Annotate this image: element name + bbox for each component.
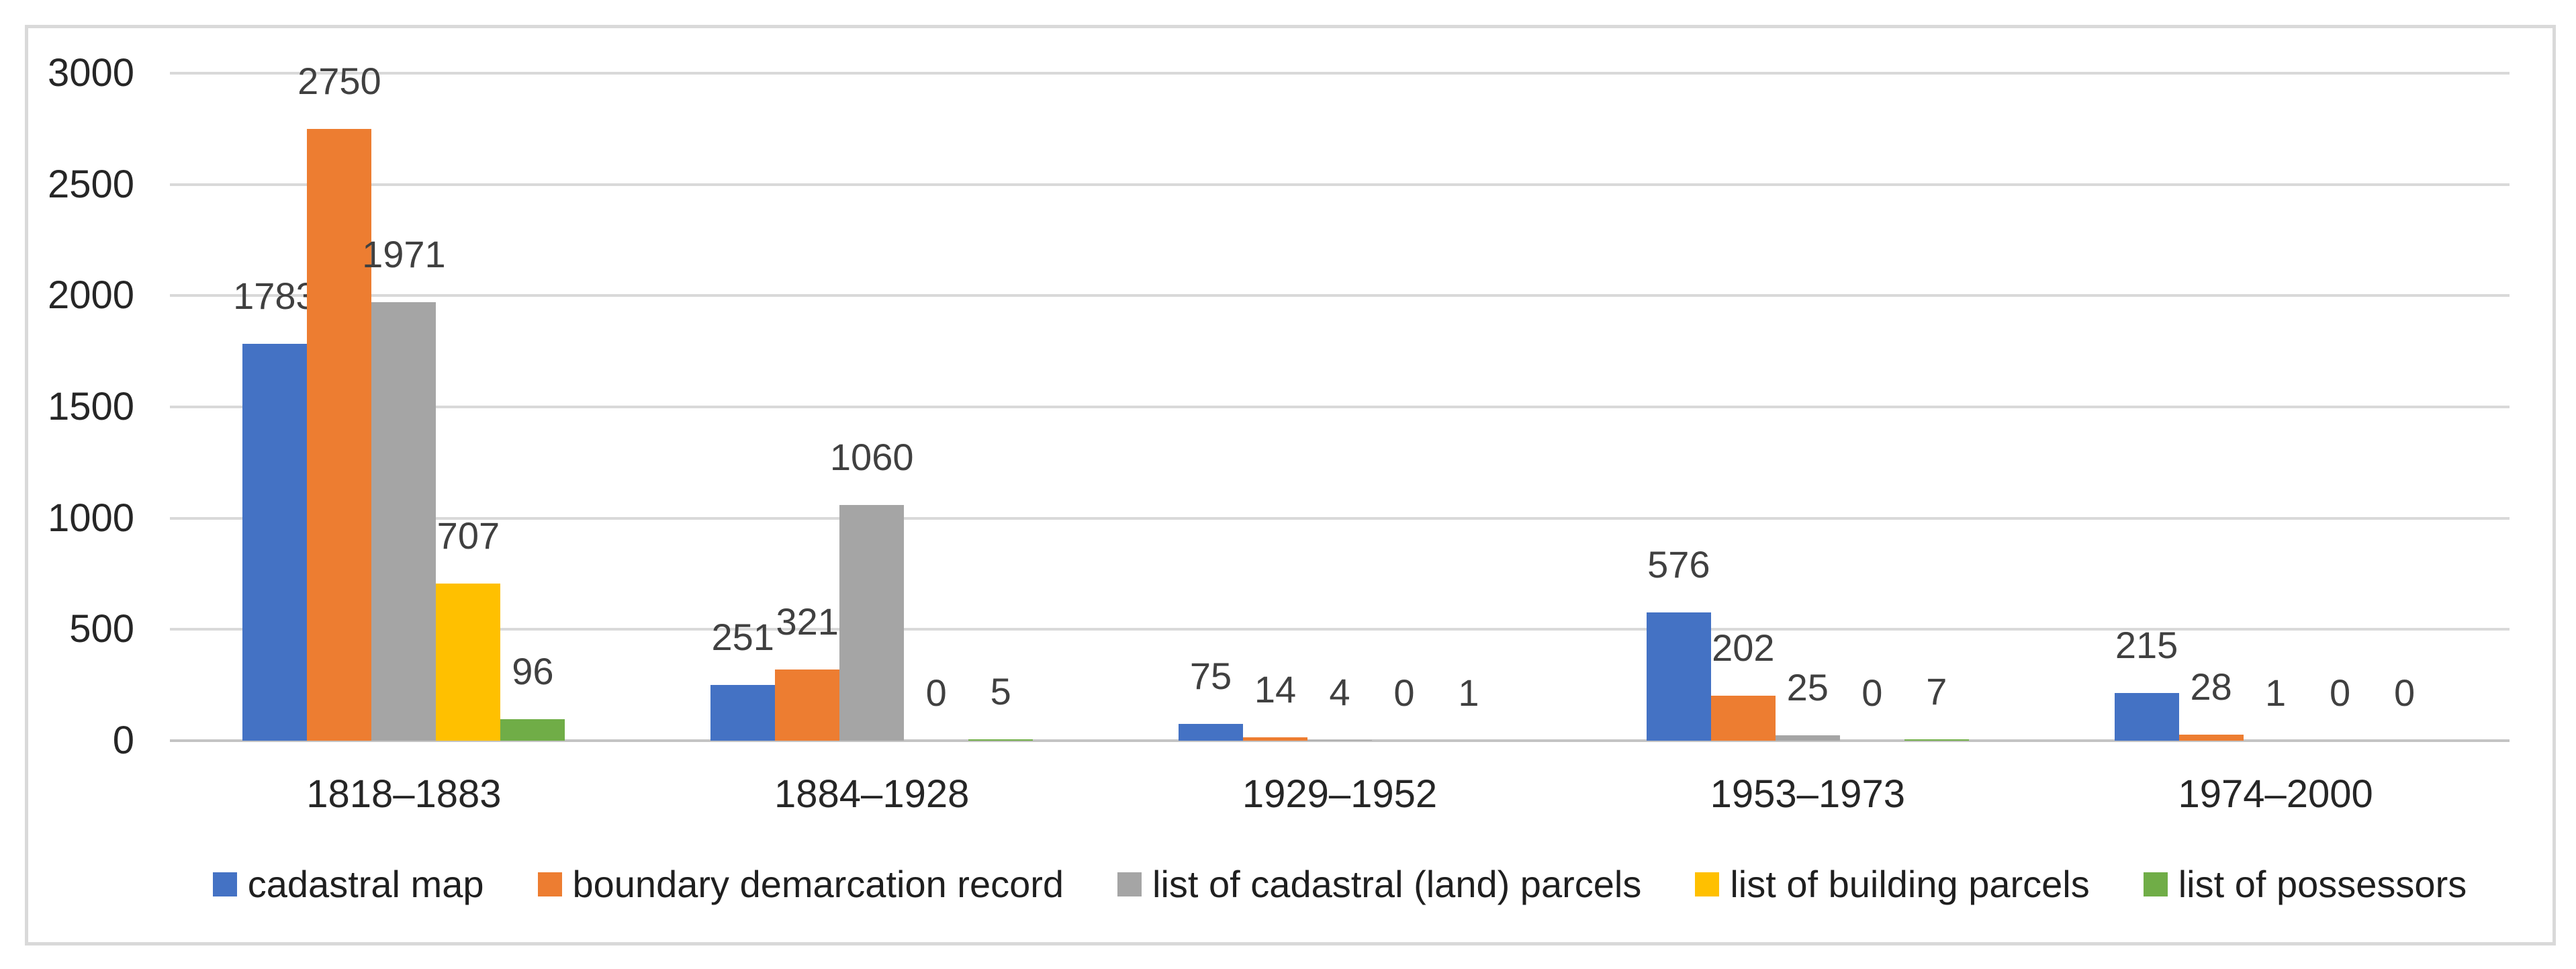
bar — [307, 129, 372, 741]
bar-value-label: 0 — [1393, 672, 1415, 714]
gridline — [170, 183, 2510, 186]
bar-value-label: 0 — [1861, 672, 1883, 714]
bar-value-label: 75 — [1189, 655, 1232, 697]
bar-value-label: 1971 — [362, 233, 446, 275]
x-category-label: 1953–1973 — [1710, 772, 1905, 816]
bar-value-label: 1783 — [233, 275, 317, 317]
legend: cadastral map boundary demarcation record… — [170, 861, 2510, 908]
y-tick-label: 2500 — [47, 162, 134, 206]
legend-label: list of possessors — [2178, 863, 2467, 905]
legend-swatch-icon — [2143, 872, 2168, 896]
legend-item: list of cadastral (land) parcels — [1117, 861, 1641, 908]
bar — [1179, 724, 1243, 741]
legend-label: boundary demarcation record — [572, 863, 1064, 905]
legend-swatch-icon — [1695, 872, 1720, 896]
bar-value-label: 1 — [2265, 672, 2287, 714]
bar — [436, 584, 501, 741]
bar — [1904, 739, 1969, 741]
bar-value-label: 251 — [711, 616, 774, 658]
bar — [1775, 735, 1840, 741]
bar-value-label: 7 — [1926, 670, 1947, 712]
bar — [500, 719, 565, 741]
bar-value-label: 215 — [2115, 624, 2178, 666]
legend-item: cadastral map — [212, 861, 484, 908]
bar-value-label: 0 — [2394, 672, 2416, 714]
bar-value-label: 96 — [512, 650, 554, 692]
legend-label: cadastral map — [247, 863, 484, 905]
bar-value-label: 321 — [776, 600, 839, 643]
gridline — [170, 516, 2510, 520]
legend-swatch-icon — [1117, 872, 1142, 896]
chart-area — [25, 25, 2556, 945]
bar-value-label: 576 — [1647, 543, 1710, 586]
bar-value-label: 0 — [2330, 672, 2351, 714]
bar-value-label: 25 — [1786, 666, 1829, 708]
bar — [839, 505, 905, 741]
x-category-label: 1884–1928 — [774, 772, 970, 816]
bar-value-label: 4 — [1329, 671, 1350, 713]
bar — [1646, 612, 1711, 741]
gridline — [170, 72, 2510, 75]
bar-value-label: 14 — [1254, 668, 1297, 710]
bar — [371, 302, 436, 741]
bar — [2114, 693, 2179, 741]
bar-value-label: 0 — [925, 672, 947, 714]
y-tick-label: 2000 — [47, 273, 134, 318]
legend-item: boundary demarcation record — [537, 861, 1064, 908]
bar — [1710, 696, 1776, 741]
gridline — [170, 294, 2510, 297]
bar — [968, 739, 1033, 741]
bar — [2178, 735, 2244, 741]
legend-swatch-icon — [537, 872, 562, 896]
legend-item: list of building parcels — [1695, 861, 2090, 908]
legend-label: list of building parcels — [1730, 863, 2090, 905]
gridline — [170, 406, 2510, 408]
bar — [710, 685, 776, 741]
gridline — [170, 628, 2510, 631]
bar-value-label: 202 — [1712, 627, 1775, 669]
bar-value-label: 1 — [1458, 672, 1479, 714]
x-axis-line — [170, 739, 2510, 742]
x-category-label: 1974–2000 — [2178, 772, 2373, 816]
legend-item: list of possessors — [2143, 861, 2467, 908]
bar-value-label: 28 — [2190, 665, 2232, 708]
y-tick-label: 0 — [112, 719, 134, 762]
bar-value-label: 707 — [436, 514, 500, 557]
bar — [242, 344, 308, 741]
x-category-label: 1818–1883 — [306, 772, 502, 816]
bar — [1243, 737, 1307, 741]
bar — [1307, 740, 1372, 741]
x-category-label: 1929–1952 — [1242, 772, 1438, 816]
legend-label: list of cadastral (land) parcels — [1152, 863, 1642, 905]
y-tick-label: 500 — [69, 607, 134, 651]
bar-value-label: 1060 — [829, 436, 914, 478]
bar-value-label: 2750 — [297, 60, 381, 102]
bar-value-label: 5 — [990, 670, 1011, 712]
legend-swatch-icon — [212, 872, 237, 896]
bar — [775, 670, 840, 741]
y-tick-label: 1500 — [47, 385, 134, 428]
y-tick-label: 3000 — [47, 51, 134, 95]
y-tick-label: 1000 — [47, 496, 134, 540]
